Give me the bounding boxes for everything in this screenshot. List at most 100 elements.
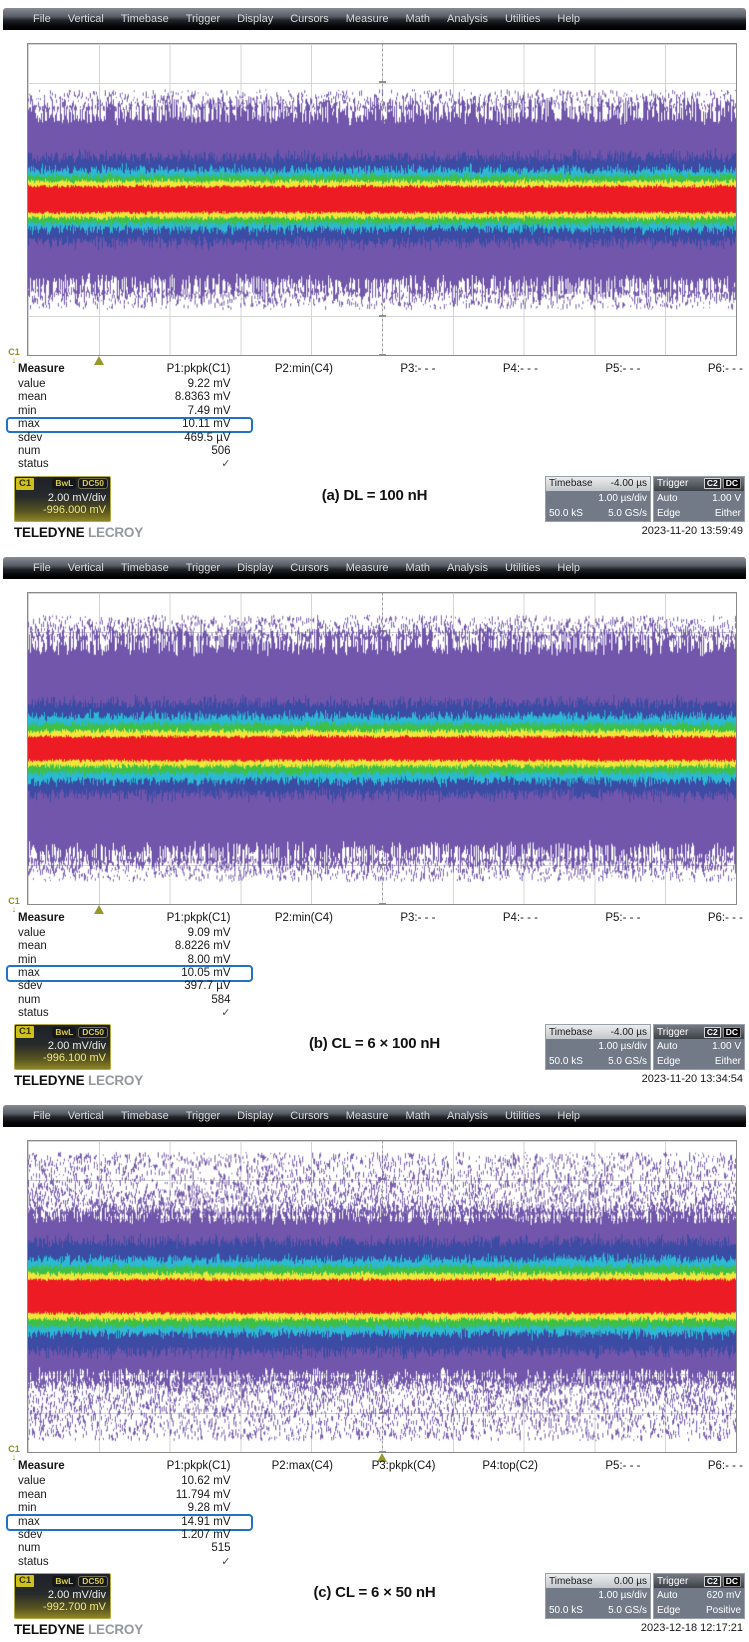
trigger-box[interactable]: Trigger C2 DC Auto 1.00 V Edge Either xyxy=(653,1024,745,1071)
measure-header-p3[interactable]: P3:- - - xyxy=(400,363,436,375)
menu-item-vertical[interactable]: Vertical xyxy=(67,561,104,574)
trigger-time-marker-icon[interactable] xyxy=(93,356,104,365)
measure-row-label: value xyxy=(18,378,46,390)
menu-item-cursors[interactable]: Cursors xyxy=(290,561,329,574)
menu-item-cursors[interactable]: Cursors xyxy=(290,13,329,25)
menu-item-display[interactable]: Display xyxy=(237,13,274,25)
channel-descriptor-box[interactable]: C1 BwL DC50 2.00 mV/div -996.000 mV xyxy=(14,475,111,522)
trigger-type: Edge xyxy=(657,1056,681,1068)
menu-item-trigger[interactable]: Trigger xyxy=(185,1110,221,1123)
channel-offset: -996.000 mV xyxy=(43,503,106,516)
menu-item-utilities[interactable]: Utilities xyxy=(504,561,541,574)
trigger-time-marker-icon[interactable] xyxy=(93,904,104,914)
menu-item-timebase[interactable]: Timebase xyxy=(120,561,169,574)
timebase-label: Timebase xyxy=(549,1026,593,1038)
channel-descriptor-box[interactable]: C1 BwL DC50 2.00 mV/div -996.100 mV xyxy=(14,1024,111,1071)
measure-header-p5[interactable]: P5:- - - xyxy=(605,363,641,375)
measure-value-p1: 515 xyxy=(211,1542,231,1555)
menu-bar: File Vertical Timebase Trigger Display Cursor… xyxy=(3,8,746,30)
measure-header-p4[interactable]: P4:- - - xyxy=(502,363,538,375)
menu-item-timebase[interactable]: Timebase xyxy=(120,1110,169,1123)
menu-item-trigger[interactable]: Trigger xyxy=(185,13,221,25)
menu-item-trigger[interactable]: Trigger xyxy=(185,561,221,574)
menu-item-math[interactable]: Math xyxy=(405,13,430,25)
brand-teledyne: TELEDYNE xyxy=(14,1073,85,1089)
timebase-samples: 50.0 kS xyxy=(549,1605,583,1617)
measure-header-p3[interactable]: P3:- - - xyxy=(400,911,436,924)
measure-value-p1: 506 xyxy=(211,444,231,457)
channel-offset-arrow-icon: ↓ xyxy=(11,903,17,914)
menu-item-vertical[interactable]: Vertical xyxy=(67,13,104,25)
menu-item-measure[interactable]: Measure xyxy=(345,13,389,25)
menu-item-help[interactable]: Help xyxy=(557,561,581,574)
waveform-display[interactable] xyxy=(28,1141,736,1453)
menu-item-file[interactable]: File xyxy=(33,561,51,574)
timebase-samples: 50.0 kS xyxy=(549,1056,583,1068)
waveform-display[interactable] xyxy=(28,592,736,904)
timebase-label: Timebase xyxy=(549,1575,593,1587)
status-footer: C1 BwL DC50 2.00 mV/div -992.700 mV (c) … xyxy=(0,1572,749,1620)
menu-item-utilities[interactable]: Utilities xyxy=(504,13,541,25)
measure-header-p2[interactable]: P2:min(C4) xyxy=(274,363,333,375)
measure-header-p4[interactable]: P4:- - - xyxy=(502,911,538,924)
channel-offset-marker[interactable]: C1 ↓ xyxy=(4,896,24,914)
measure-header-p1[interactable]: P1:pkpk(C1) xyxy=(166,363,231,375)
measure-header-p2[interactable]: P2:max(C4) xyxy=(271,1460,333,1473)
menu-item-help[interactable]: Help xyxy=(557,13,581,25)
measure-header-p3[interactable]: P3:pkpk(C4) xyxy=(371,1460,436,1473)
channel-offset-marker[interactable]: C1 ↓ xyxy=(4,1445,24,1463)
menu-item-vertical[interactable]: Vertical xyxy=(67,1110,104,1123)
measure-header-p6[interactable]: P6:- - - xyxy=(707,1460,743,1473)
measure-header-p6[interactable]: P6:- - - xyxy=(707,911,743,924)
measure-header-p5[interactable]: P5:- - - xyxy=(605,1460,641,1473)
measure-value-p1: 9.22 mV xyxy=(187,378,231,390)
channel-descriptor-box[interactable]: C1 BwL DC50 2.00 mV/div -992.700 mV xyxy=(14,1573,111,1620)
measure-header-p4[interactable]: P4:top(C2) xyxy=(482,1460,538,1473)
channel-offset-marker[interactable]: C1 ↓ xyxy=(4,348,24,365)
menu-item-analysis[interactable]: Analysis xyxy=(447,1110,488,1123)
menu-item-help[interactable]: Help xyxy=(557,1110,581,1123)
menu-item-math[interactable]: Math xyxy=(405,561,430,574)
measure-row-sdev: sdev 397.7 µV xyxy=(18,980,743,993)
menu-item-cursors[interactable]: Cursors xyxy=(290,1110,329,1123)
measure-header-p5[interactable]: P5:- - - xyxy=(605,911,641,924)
brand-lecroy: LECROY xyxy=(87,1073,144,1089)
menu-item-file[interactable]: File xyxy=(33,1110,51,1123)
timebase-delay: -4.00 µs xyxy=(610,478,647,490)
channel-offset: -992.700 mV xyxy=(43,1601,106,1614)
trigger-level: 620 mV xyxy=(706,1590,741,1602)
channel-offset-arrow-icon: ↓ xyxy=(11,1452,17,1463)
measure-header-p1[interactable]: P1:pkpk(C1) xyxy=(166,1460,231,1473)
trigger-box[interactable]: Trigger C2 DC Auto 1.00 V Edge Either xyxy=(653,475,745,522)
measure-row-label: max xyxy=(18,418,40,431)
scope-screen: C1 ↓ xyxy=(8,591,737,914)
timebase-box[interactable]: Timebase -4.00 µs 1.00 µs/div 50.0 kS 5.… xyxy=(545,1024,651,1071)
menu-item-analysis[interactable]: Analysis xyxy=(447,561,488,574)
menu-item-math[interactable]: Math xyxy=(405,1110,430,1123)
measure-header-p6[interactable]: P6:- - - xyxy=(707,363,743,375)
figure-caption: (b) CL = 6 × 100 nH xyxy=(309,1035,440,1053)
measure-header-p1[interactable]: P1:pkpk(C1) xyxy=(166,911,231,924)
channel-scale: 2.00 mV/div xyxy=(47,1040,106,1053)
measure-row-status: status ✓ xyxy=(18,1007,743,1020)
menu-item-display[interactable]: Display xyxy=(237,561,274,574)
timebase-box[interactable]: Timebase -4.00 µs 1.00 µs/div 50.0 kS 5.… xyxy=(545,475,651,522)
measure-row-sdev: sdev 1.207 mV xyxy=(18,1529,743,1542)
scope-capture-c: File Vertical Timebase Trigger Display Cursor… xyxy=(0,1105,749,1642)
menu-item-utilities[interactable]: Utilities xyxy=(504,1110,541,1123)
measure-header-p2[interactable]: P2:min(C4) xyxy=(274,911,333,924)
measure-row-label: num xyxy=(18,444,41,457)
menu-item-analysis[interactable]: Analysis xyxy=(447,13,488,25)
menu-item-measure[interactable]: Measure xyxy=(345,561,389,574)
timebase-box[interactable]: Timebase 0.00 µs 1.00 µs/div 50.0 kS 5.0… xyxy=(545,1573,651,1620)
measure-row-label: status xyxy=(18,1555,49,1568)
trigger-box[interactable]: Trigger C2 DC Auto 620 mV Edge Positive xyxy=(653,1573,745,1620)
waveform-display[interactable] xyxy=(28,44,736,355)
menu-item-file[interactable]: File xyxy=(33,13,51,25)
menu-item-measure[interactable]: Measure xyxy=(345,1110,389,1123)
bandwidth-limit-badge: BwL xyxy=(52,1026,77,1038)
measure-row-label: min xyxy=(18,1502,37,1515)
menu-item-display[interactable]: Display xyxy=(237,1110,274,1123)
trigger-time-marker-icon[interactable] xyxy=(377,1453,387,1463)
menu-item-timebase[interactable]: Timebase xyxy=(120,13,169,25)
